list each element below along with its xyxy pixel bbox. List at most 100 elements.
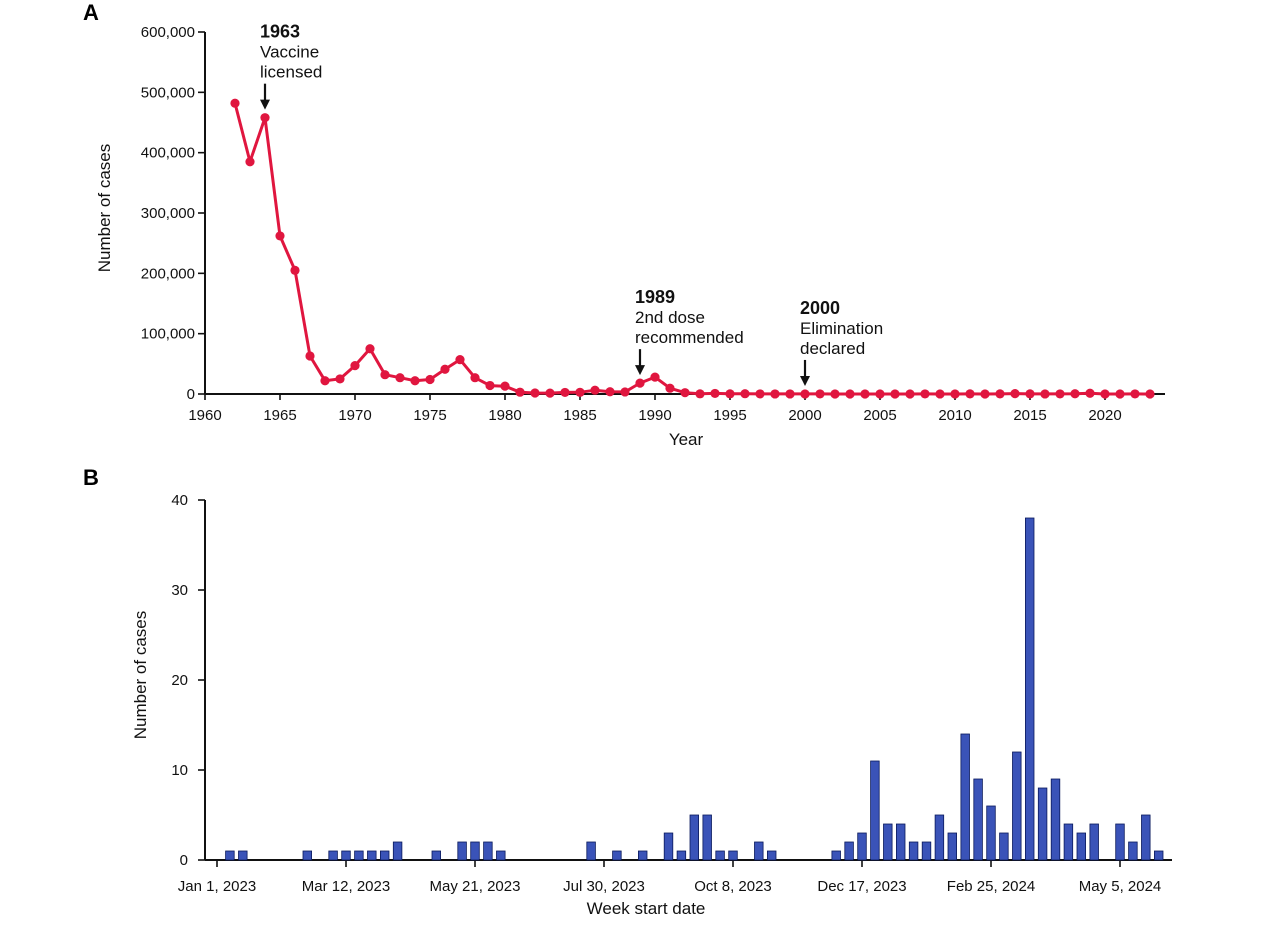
panel-a-data-point [785,389,795,399]
panel-a-x-tick-label: 1960 [188,407,221,424]
panel-a-data-point [560,387,570,398]
panel-a-data-point [230,98,240,108]
panel-a-x-tick-label: 1980 [488,407,521,424]
panel-b-x-tick-label: May 21, 2023 [430,878,521,895]
panel-a-x-axis-title: Year [669,430,704,449]
panel-a-data-point [890,389,900,399]
panel-b-bar [1025,517,1035,861]
panel-b-bar [302,850,313,861]
annotation-arrow-head [635,365,645,376]
panel-b-bar [483,841,493,861]
panel-b-bar [470,841,480,861]
panel-a-y-tick-label: 0 [187,386,195,403]
panel-a-data-point [605,387,615,397]
panel-b-bar [392,841,403,861]
panel-a-data-point [980,389,990,399]
panel-a-data-point [710,388,720,399]
panel-b-bar [934,814,945,861]
panel-b-bar [844,841,854,861]
panel-a-x-tick-label: 1970 [338,407,371,424]
panel-b-bar [1154,850,1164,861]
panel-a-data-point [500,381,510,391]
annotation-year: 1963 [260,22,300,42]
panel-b-bar [1037,787,1048,861]
panel-b-bar [870,760,880,861]
panel-b-bar [1076,832,1087,861]
panel-a-data-point [755,389,765,399]
panel-b-bar [238,850,248,861]
panel-a-data-point [1085,388,1095,398]
panel-b-x-tick-label: Oct 8, 2023 [694,878,772,895]
panel-a-y-tick-label: 400,000 [141,145,195,162]
panel-a-data-point [1055,389,1065,399]
panel-b-bar [328,850,338,861]
panel-a-x-tick-label: 1985 [563,407,596,424]
panel-a-data-point [1070,389,1080,399]
panel-b-label: B [83,465,99,490]
panel-a-y-tick-label: 500,000 [141,84,195,101]
annotation-arrow-head [800,375,810,386]
panel-b-bar [1012,751,1022,861]
panel-a-data-point [650,372,660,382]
panel-b-bar [947,832,958,861]
panel-b-x-tick-label: Jan 1, 2023 [178,878,256,895]
panel-a-data-point [815,389,825,399]
panel-a-x-tick-label: 2000 [788,407,821,424]
annotation-year: 1989 [635,287,675,307]
panel-b-bar [1128,841,1138,861]
panel-a-data-point [875,389,885,399]
panel-b-bar [857,832,867,861]
panel-b-y-tick-label: 0 [180,852,188,869]
panel-a-data-point [995,389,1005,399]
panel-b-bar [973,778,983,861]
panel-b-x-tick-label: Feb 25, 2024 [947,878,1035,895]
panel-b-bar [1141,814,1151,861]
panel-b-bar [663,832,674,861]
panel-a-data-point [770,389,780,399]
panel-a-data-point [740,389,750,399]
panel-a-x-tick-label: 2010 [938,407,971,424]
panel-b-y-tick-label: 10 [171,762,188,779]
panel-a-data-point [1145,389,1155,399]
annotation-text: Elimination [800,319,883,338]
annotation-text: 2nd dose [635,308,705,327]
panel-b-bar [431,850,442,861]
panel-b-x-axis-title: Week start date [587,899,706,918]
panel-a-data-point [365,344,375,354]
panel-a-data-point [485,380,495,391]
panel-a-data-point [290,265,300,275]
panel-b-bar [754,841,764,861]
panel-b-x-tick-label: Mar 12, 2023 [302,878,390,895]
panel-a-y-tick-label: 300,000 [141,205,195,222]
panel-b-bar [702,814,712,861]
panel-a-x-tick-label: 1995 [713,407,746,424]
panel-a-data-point [920,389,930,399]
panel-b-bar [896,823,906,861]
panel-a-data-point [1040,389,1050,399]
panel-b-bar [960,733,970,861]
panel-b-x-tick-label: Dec 17, 2023 [817,878,906,895]
panel-b-bar [715,850,725,861]
panel-b-bar [831,850,841,861]
panel-b-bar [612,850,622,861]
annotation-text: declared [800,339,865,358]
panel-a-data-point [1025,389,1035,399]
panel-a-x-tick-label: 1975 [413,407,446,424]
panel-b-bar [921,841,932,861]
panel-a-data-point [965,389,975,399]
panel-b-bar [496,850,506,861]
panel-b-bar [341,850,351,861]
panel-a-data-point [800,389,810,399]
panel-a-x-tick-label: 2015 [1013,407,1046,424]
panel-a-x-tick-label: 2020 [1088,407,1121,424]
panel-a-data-point [860,389,870,399]
panel-a-data-point [515,387,525,397]
panel-b-bar [457,841,467,861]
panel-b-bar [767,850,777,861]
panel-b-x-tick-label: May 5, 2024 [1079,878,1162,895]
panel-a-line-chart: A Number of cases Year 0 100,000 200,000 30… [83,0,1165,449]
panel-b-bar [638,850,648,861]
